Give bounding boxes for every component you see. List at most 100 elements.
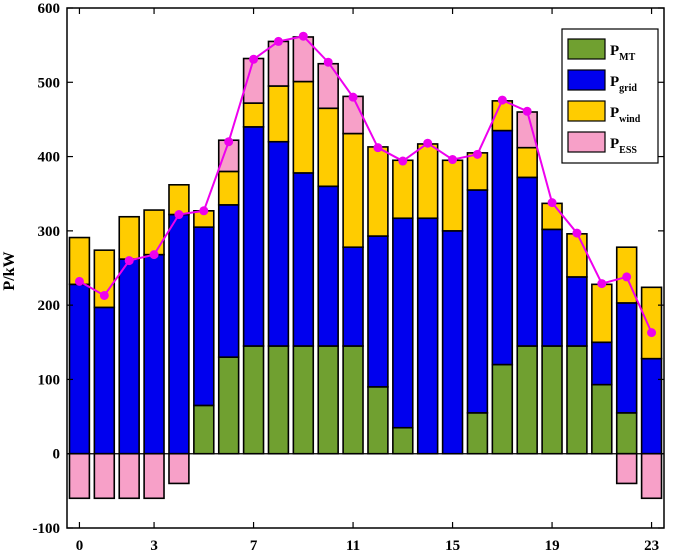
total-point-17	[497, 95, 507, 105]
y-tick-label: 300	[38, 224, 61, 240]
bar-wind-11	[342, 132, 364, 249]
x-tick-label: 3	[150, 538, 158, 554]
bar-mt-6	[217, 356, 240, 455]
total-point-7	[249, 54, 259, 64]
bar-wind-8	[267, 85, 290, 143]
bar-ess-4	[168, 452, 190, 485]
plot-frame	[66, 7, 665, 529]
bar-grid-3	[143, 253, 165, 455]
y-tick-label: 400	[38, 150, 61, 166]
ticks-layer: -100 0 100 200 300 400 500 600 0 3 7 11 15 19 23	[33, 1, 664, 554]
bar-wind-18	[516, 146, 538, 179]
total-point-19	[547, 198, 557, 208]
bar-wind-9	[292, 80, 315, 174]
bar-mt-20	[566, 345, 588, 455]
bar-grid-1	[93, 306, 116, 455]
bar-wind-12	[367, 146, 389, 237]
legend-label-wind: Pwind	[610, 105, 641, 125]
y-tick-label: 500	[38, 75, 61, 91]
total-point-8	[273, 36, 283, 46]
x-tick-label: 11	[346, 538, 360, 554]
bar-wind-13	[392, 159, 414, 220]
legend-swatch-wind	[567, 100, 606, 122]
bar-ess-1	[93, 452, 116, 500]
bar-ess-22	[615, 452, 638, 485]
bar-grid-23	[640, 357, 663, 455]
bar-wind-10	[317, 107, 339, 188]
total-point-1	[99, 290, 109, 300]
total-point-14	[423, 138, 433, 148]
bar-grid-22	[615, 302, 638, 414]
x-tick-label: 0	[76, 538, 84, 554]
bar-mt-10	[317, 345, 339, 455]
total-point-2	[124, 256, 134, 266]
total-point-4	[174, 210, 184, 220]
y-tick-label: -100	[33, 521, 61, 537]
y-tick-label: 600	[38, 1, 61, 17]
bar-grid-15	[441, 230, 464, 455]
total-point-6	[224, 137, 234, 147]
bar-wind-15	[441, 159, 464, 232]
bar-ess-23	[640, 452, 663, 500]
bar-grid-10	[317, 185, 339, 347]
total-point-5	[199, 206, 209, 216]
total-point-12	[373, 143, 383, 153]
legend: PMT Pgrid Pwind PESS	[561, 28, 659, 164]
bar-mt-13	[392, 426, 414, 455]
bar-grid-8	[267, 140, 290, 347]
bar-mt-18	[516, 345, 538, 455]
bar-grid-4	[168, 213, 190, 455]
bar-wind-23	[640, 286, 663, 360]
bar-grid-17	[491, 129, 514, 366]
bar-grid-12	[367, 235, 389, 388]
bar-mt-17	[491, 363, 514, 455]
bar-grid-16	[466, 189, 489, 414]
y-tick-label: 100	[38, 372, 61, 388]
y-tick-label: 0	[53, 447, 61, 463]
legend-swatch-mt	[567, 38, 606, 60]
y-axis-label: P/kW	[1, 251, 18, 290]
bar-grid-11	[342, 246, 364, 347]
legend-swatch-grid	[567, 69, 606, 91]
bar-wind-3	[143, 209, 165, 256]
x-tick-label: 23	[644, 538, 659, 554]
total-point-18	[522, 106, 532, 116]
bar-ess-2	[118, 452, 140, 500]
legend-swatch-ess	[567, 131, 606, 153]
axes-layer	[66, 7, 665, 529]
bar-grid-18	[516, 176, 538, 347]
legend-label-mt: PMT	[610, 43, 636, 63]
total-line	[78, 35, 653, 334]
total-point-15	[448, 155, 458, 165]
total-point-21	[597, 279, 607, 289]
bar-ess-11	[342, 95, 364, 135]
bar-mt-16	[466, 412, 489, 455]
total-point-9	[298, 31, 308, 41]
bar-ess-3	[143, 452, 165, 500]
bar-wind-20	[566, 233, 588, 278]
bar-mt-21	[591, 383, 613, 455]
bar-grid-7	[242, 126, 265, 347]
bar-mt-9	[292, 345, 315, 455]
x-tick-label: 15	[445, 538, 460, 554]
bar-grid-2	[118, 258, 140, 455]
total-point-10	[323, 57, 333, 67]
bar-ess-8	[267, 40, 290, 87]
bar-ess-18	[516, 111, 538, 149]
bar-grid-14	[416, 217, 439, 455]
bar-wind-21	[591, 283, 613, 344]
bar-mt-11	[342, 345, 364, 455]
total-point-22	[622, 272, 632, 282]
bar-wind-2	[118, 215, 140, 260]
bar-mt-5	[193, 404, 215, 455]
x-tick-label: 7	[250, 538, 258, 554]
legend-label-grid: Pgrid	[610, 74, 637, 94]
total-point-23	[647, 328, 657, 338]
bar-mt-22	[615, 412, 638, 455]
total-point-0	[74, 276, 84, 286]
bar-grid-6	[217, 204, 240, 358]
bar-ess-0	[68, 452, 91, 500]
bar-mt-12	[367, 386, 389, 455]
